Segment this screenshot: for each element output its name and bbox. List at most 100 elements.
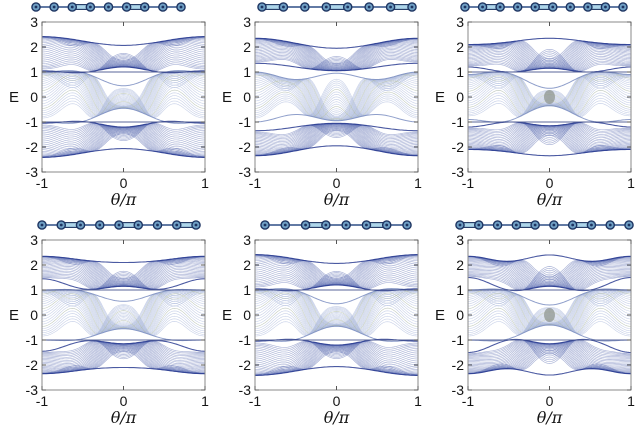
lattice-site-core — [516, 5, 520, 9]
outer-band-curve — [468, 341, 631, 367]
middle-band-curve — [42, 91, 205, 117]
outer-band-edge — [255, 122, 418, 132]
outer-band-curve — [468, 122, 631, 144]
outer-band-curve — [255, 341, 418, 358]
outer-band-curve — [255, 52, 418, 70]
outer-band-curve — [255, 254, 418, 281]
outer-band-curve — [255, 50, 418, 70]
outer-band-curve — [42, 255, 205, 283]
middle-band-curve — [255, 82, 418, 117]
middle-band-edge — [255, 114, 418, 123]
outer-band-curve — [42, 132, 205, 158]
outer-band-curve — [255, 128, 418, 156]
outer-band-curve — [42, 122, 205, 142]
middle-band-curve — [42, 70, 205, 111]
lattice-site-core — [136, 223, 140, 227]
outer-band-curve — [42, 37, 205, 61]
middle-band-curve — [255, 307, 418, 336]
middle-band-curve — [42, 295, 205, 333]
middle-band-curve — [255, 79, 418, 119]
outer-band-curve — [42, 256, 205, 280]
outer-band-curve — [255, 49, 418, 71]
band-curves — [468, 254, 631, 376]
outer-band-curve — [255, 268, 418, 288]
outer-band-curve — [42, 124, 205, 142]
outer-band-curve — [42, 340, 205, 358]
lattice-site-core — [282, 5, 285, 9]
x-tick-label: 1 — [414, 393, 422, 409]
lattice-site-core — [156, 223, 159, 227]
outer-band-curve — [468, 340, 631, 362]
outer-band-edge — [42, 278, 205, 290]
outer-band-curve — [42, 340, 205, 360]
outer-band-curve — [255, 272, 418, 289]
outer-band-curve — [42, 52, 205, 72]
y-tick-label: 2 — [456, 39, 464, 55]
outer-band-curve — [468, 40, 631, 63]
outer-band-curve — [468, 339, 631, 359]
y-tick-label: -3 — [26, 382, 39, 398]
outer-band-edge — [255, 338, 418, 346]
lattice-site-core — [498, 5, 502, 9]
outer-band-curve — [255, 123, 418, 149]
middle-band-curve — [42, 80, 205, 115]
outer-band-curve — [42, 45, 205, 69]
middle-band-edge — [42, 107, 205, 124]
outer-band-curve — [255, 124, 418, 138]
outer-band-curve — [42, 269, 205, 289]
y-tick-label: 3 — [243, 14, 251, 30]
x-axis-label: θ/π — [324, 408, 350, 427]
y-tick-label: -1 — [452, 332, 465, 348]
outer-band-edge — [255, 284, 418, 292]
outer-band-edge — [42, 366, 205, 375]
y-tick-label: -1 — [239, 114, 252, 130]
outer-band-curve — [42, 123, 205, 138]
y-tick-label: 2 — [243, 257, 251, 273]
y-tick-label: 2 — [456, 257, 464, 273]
outer-band-curve — [42, 341, 205, 366]
outer-band-curve — [255, 37, 418, 67]
outer-band-curve — [468, 266, 631, 291]
outer-band-curve — [255, 342, 418, 366]
middle-band-curve — [42, 303, 205, 334]
middle-band-curve — [255, 80, 418, 119]
outer-band-curve — [468, 133, 631, 154]
lattice-site-core — [161, 5, 165, 9]
lattice-site-core — [496, 223, 499, 227]
middle-band-curve — [42, 84, 205, 116]
middle-band-curve — [255, 292, 418, 332]
x-tick-label: 0 — [546, 393, 554, 409]
middle-band-curve — [255, 88, 418, 118]
middle-band-curve — [255, 89, 418, 118]
outer-band-curve — [255, 46, 418, 71]
middle-band-edge — [468, 288, 631, 306]
outer-band-edge — [468, 368, 631, 376]
lattice-site-core — [405, 223, 409, 227]
outer-band-curve — [468, 269, 631, 291]
x-tick-label: 0 — [120, 175, 128, 191]
y-axis-label: E — [9, 89, 19, 106]
outer-band-curve — [255, 125, 418, 156]
outer-band-curve — [255, 38, 418, 69]
outer-band-curve — [468, 255, 631, 282]
outer-band-curve — [468, 341, 631, 365]
x-tick-label: -1 — [462, 175, 475, 191]
middle-band-curve — [255, 80, 418, 117]
lattice-site-core — [458, 223, 462, 227]
band-curves — [42, 255, 205, 375]
y-tick-label: -1 — [26, 114, 39, 130]
outer-band-curve — [468, 55, 631, 71]
middle-band-edge — [255, 71, 418, 80]
lattice-site-core — [79, 223, 82, 227]
outer-band-curve — [42, 124, 205, 148]
outer-band-curve — [468, 348, 631, 375]
y-tick-label: 1 — [30, 64, 38, 80]
outer-band-edge — [255, 254, 418, 264]
outer-band-curve — [255, 272, 418, 290]
outer-band-curve — [42, 263, 205, 288]
outer-band-curve — [468, 122, 631, 142]
y-tick-label: 3 — [30, 14, 38, 30]
middle-band-curve — [42, 298, 205, 334]
